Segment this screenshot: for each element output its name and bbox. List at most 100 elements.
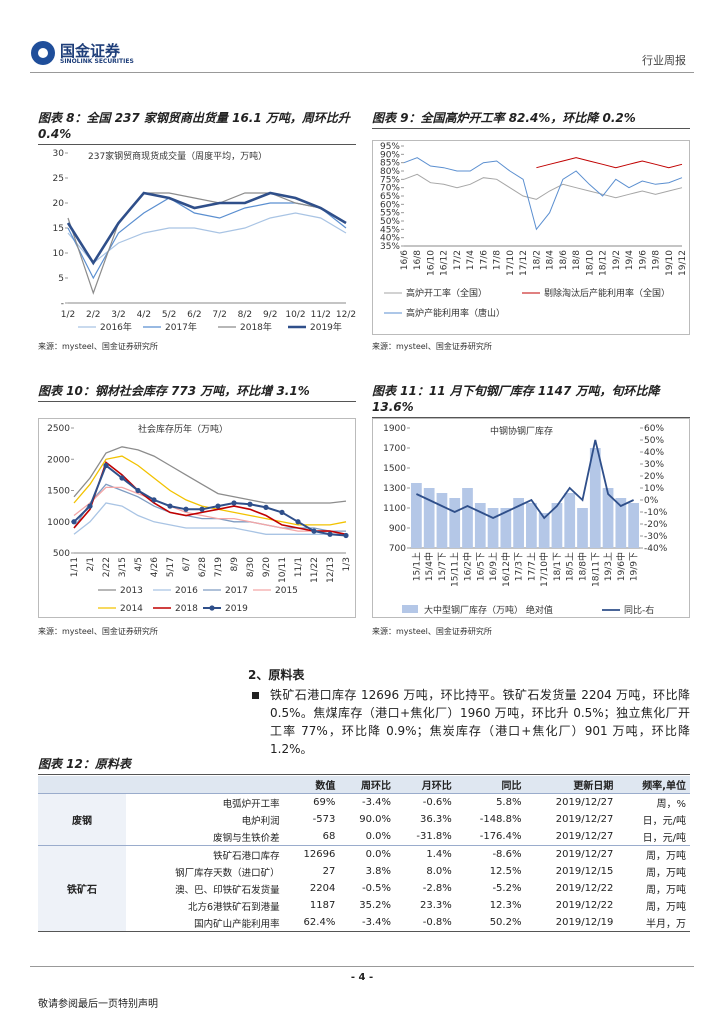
y-tick-label: 90%: [380, 150, 400, 160]
y-tick-label: 40%: [644, 448, 664, 458]
data-table: 数值 周环比 月环比 同比 更新日期 频率,单位 废钢 电弧炉开工率 69% -3.4% -0.6%…: [38, 776, 690, 932]
group-cell: 铁矿石: [38, 845, 126, 932]
point: [327, 531, 333, 537]
x-tick-label: 19/10: [665, 250, 675, 276]
x-tick-label: 17/4: [466, 250, 476, 270]
logo-icon: [31, 41, 55, 65]
table-cell: 钢厂库存天数（进口矿）: [175, 867, 280, 879]
bar: [436, 493, 448, 548]
x-tick-label: 3/15: [118, 557, 128, 577]
table-cell: 2019/12/22: [555, 900, 614, 911]
series-line: [73, 486, 346, 535]
x-tick-label: 19/12: [678, 250, 688, 276]
legend-label: 高炉开工率（全国）: [406, 287, 487, 299]
x-tick-label: 19/4: [625, 250, 635, 270]
table-cell: -5.2%: [492, 883, 522, 894]
group-cell: 废钢: [38, 793, 126, 846]
y-tick-label: 2000: [47, 455, 70, 465]
x-tick-label: 16/5下: [476, 552, 486, 581]
x-tick-label: 17/2: [453, 250, 463, 270]
table-cell: 国内矿山产能利用率: [194, 918, 280, 930]
y-tick-label: 1700: [383, 444, 406, 454]
bar: [474, 503, 486, 548]
x-tick-label: 11/22: [310, 557, 320, 583]
x-tick-label: 12/2: [336, 310, 356, 320]
legend-label: 2019年: [310, 321, 342, 333]
y-tick-label: 1300: [383, 484, 406, 494]
table-cell: 2019/12/15: [555, 866, 614, 877]
series-line: [73, 461, 347, 536]
bar: [602, 488, 614, 548]
x-tick-label: 11/1: [294, 557, 304, 577]
legend-label: 2017年: [165, 321, 197, 333]
header-cell: 更新日期: [525, 776, 618, 794]
bar: [487, 508, 499, 548]
table-caption: 图表 12：原料表: [38, 756, 690, 775]
table-row: 废钢与生铁价差 68 0.0% -31.8% -176.4% 2019/12/27 日，元/…: [38, 828, 690, 846]
y-tick-label: 1100: [383, 504, 406, 514]
legend-label: 2015: [275, 586, 298, 596]
y-tick-label: 15: [53, 224, 64, 234]
legend-label: 2018年: [240, 321, 272, 333]
point: [183, 506, 189, 512]
legend-label: 2014: [120, 604, 143, 614]
x-tick-label: 16/12中: [500, 552, 512, 587]
chart: 95%90%85%80%75%70%65%60%55%50%45%40%35%1…: [372, 140, 690, 335]
table-row: 铁矿石 铁矿石港口库存 12696 0.0% 1.4% -8.6% 2019/12/27 周，…: [38, 845, 690, 932]
x-tick-label: 17/10: [506, 250, 516, 276]
legend-label: 2018: [175, 604, 198, 614]
series-line: [403, 173, 683, 200]
x-tick-label: 15/1上: [411, 552, 422, 581]
y-tick-label: -30%: [644, 532, 668, 542]
x-tick-label: 15/7下: [438, 552, 448, 581]
table-cell: 2019/12/27: [555, 831, 614, 842]
table-cell: 1187: [309, 900, 336, 911]
x-tick-label: 4/5: [134, 557, 144, 571]
logo-en: SINOLINK SECURITIES: [60, 58, 134, 65]
x-tick-label: 6/28: [198, 557, 208, 577]
header-cell: [38, 776, 284, 794]
x-tick-label: 19/6中: [615, 552, 627, 581]
x-tick-label: 7/19: [214, 557, 224, 577]
table-cell: 12696: [303, 849, 336, 860]
x-tick-label: 17/12: [519, 250, 529, 276]
disclaimer: 敬请参阅最后一页特别声明: [38, 999, 158, 1010]
legend-label: 同比-右: [624, 604, 654, 616]
y-tick-label: -: [61, 299, 64, 309]
x-tick-label: 1/11: [70, 557, 80, 577]
y-tick-label: 60%: [644, 424, 664, 434]
y-tick-label: 20: [53, 199, 65, 209]
figure-source: 来源：mysteel、国金证券研究所: [38, 627, 158, 636]
x-tick-label: 19/2: [612, 250, 622, 270]
table-cell: 90.0%: [359, 814, 392, 825]
x-tick-label: 17/6: [479, 250, 489, 270]
table-cell: 废钢与生铁价差: [213, 832, 280, 844]
x-tick-label: 4/2: [137, 310, 151, 320]
legend-label: 高炉产能利用率（唐山）: [406, 307, 505, 319]
bar: [411, 483, 422, 548]
point: [215, 503, 221, 509]
x-tick-label: 10/11: [278, 557, 288, 583]
table-cell: 0.0%: [365, 849, 392, 860]
table-cell: 铁矿石港口库存: [213, 850, 280, 862]
y-tick-label: -20%: [644, 520, 668, 530]
bar: [615, 498, 627, 548]
y-tick-label: 30: [53, 149, 65, 159]
y-tick-label: 80%: [380, 167, 400, 177]
table-cell: 电弧炉开工率: [222, 798, 280, 810]
table-cell: -8.6%: [492, 849, 522, 860]
point: [167, 503, 173, 509]
y-tick-label: 50%: [644, 436, 664, 446]
y-tick-label: 2500: [47, 424, 70, 434]
table-cell: 36.3%: [420, 814, 452, 825]
chart-frame: [372, 418, 690, 618]
table-cell: -0.6%: [422, 797, 452, 808]
x-tick-label: 17/7上: [526, 552, 537, 581]
x-tick-label: 18/11下: [591, 552, 601, 587]
bar: [551, 503, 563, 548]
y-tick-label: 10%: [644, 484, 664, 494]
bar: [628, 503, 639, 548]
x-tick-label: 19/6: [638, 250, 648, 270]
bar: [589, 448, 601, 548]
